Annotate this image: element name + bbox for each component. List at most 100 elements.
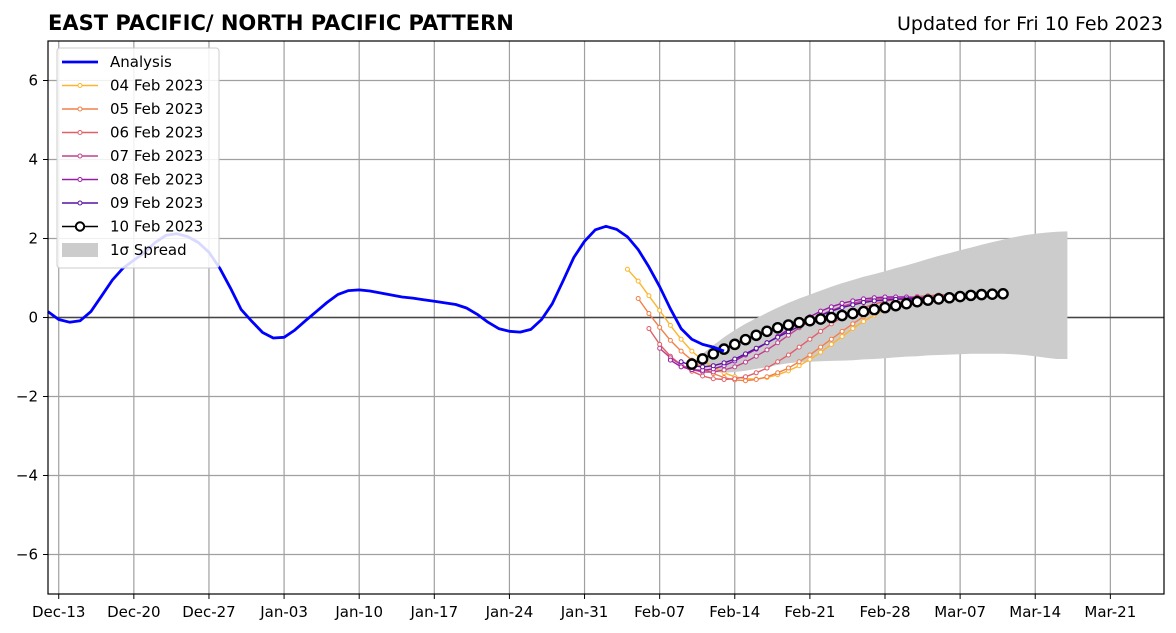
series-point <box>764 365 770 371</box>
legend-label: 04 Feb 2023 <box>110 77 203 95</box>
series-point <box>764 374 770 380</box>
series-point <box>624 266 630 272</box>
legend-label: 08 Feb 2023 <box>110 171 203 189</box>
x-tick-label: Jan-31 <box>560 603 609 621</box>
series-point <box>850 326 856 332</box>
series-point <box>932 293 945 305</box>
series-point <box>732 364 738 370</box>
series-point <box>879 301 891 314</box>
legend-entry: 07 Feb 2023 <box>62 147 203 165</box>
series-point <box>753 377 759 383</box>
series-point <box>922 294 934 306</box>
legend-marker <box>77 106 83 112</box>
series-point <box>785 365 791 371</box>
series-point <box>761 325 773 338</box>
legend-entry: 05 Feb 2023 <box>62 100 203 118</box>
y-tick-label: 4 <box>28 151 38 169</box>
legend-box <box>56 47 220 269</box>
series-point <box>850 298 856 304</box>
series-point <box>657 324 663 330</box>
series-point <box>657 341 663 347</box>
series-point <box>753 370 759 376</box>
series-point <box>743 374 748 380</box>
forecast-series-layer <box>624 266 1009 384</box>
series-point <box>678 359 684 365</box>
chart-title: EAST PACIFIC/ NORTH PACIFIC PATTERN <box>48 11 514 35</box>
y-tick-label: −2 <box>16 388 38 406</box>
series-point <box>678 336 684 342</box>
series-point <box>753 353 759 359</box>
series-point <box>775 340 781 346</box>
forecast-series <box>686 287 1009 370</box>
series-point <box>678 348 684 354</box>
series-point <box>667 357 673 363</box>
series-point <box>700 373 706 379</box>
legend-marker <box>74 221 86 232</box>
series-point <box>861 318 867 324</box>
legend-marker <box>77 200 83 206</box>
legend-marker <box>77 130 83 135</box>
x-tick-label: Jan-17 <box>409 603 458 621</box>
series-point <box>775 334 781 340</box>
series-point <box>825 311 838 324</box>
series-point <box>900 297 913 310</box>
legend-marker <box>77 177 83 182</box>
series-point <box>836 309 848 322</box>
series-point <box>839 333 845 339</box>
series-point <box>943 291 956 304</box>
series-point <box>839 305 845 311</box>
series-point <box>721 360 727 366</box>
series-point <box>796 363 802 369</box>
series-point <box>707 348 720 360</box>
series-point <box>771 321 784 334</box>
series-point <box>743 359 748 365</box>
x-tick-label: Jan-03 <box>259 603 308 621</box>
series-point <box>839 300 845 306</box>
series-point <box>871 298 877 304</box>
series-point <box>882 297 888 303</box>
legend-entry: 09 Feb 2023 <box>62 194 203 212</box>
axes: 6 4 2 0 −2 −4 −6 Dec-13 Dec-20 Dec-27 Jan-03 Jan-10… <box>16 40 1165 621</box>
legend: Analysis 04 Feb 2023 05 Feb 2023 06 Feb 202… <box>56 47 220 269</box>
legend-marker <box>77 83 83 88</box>
series-point <box>635 278 641 284</box>
series-point <box>818 349 824 355</box>
chart-subtitle: Updated for Fri 10 Feb 2023 <box>897 13 1163 35</box>
series-point <box>807 352 813 358</box>
series-point <box>975 288 988 301</box>
series-point <box>850 302 856 308</box>
x-tick-label: Jan-10 <box>334 603 383 621</box>
legend-label: 07 Feb 2023 <box>110 147 203 165</box>
series-point <box>721 377 727 383</box>
series-point <box>646 311 652 317</box>
x-tick-label: Feb-14 <box>709 603 760 621</box>
series-point <box>796 359 802 365</box>
x-tick-label: Feb-28 <box>859 603 910 621</box>
series-point <box>857 305 870 318</box>
x-tick-label: Dec-20 <box>107 603 161 621</box>
legend-entry: 08 Feb 2023 <box>62 171 203 189</box>
series-point <box>753 345 759 351</box>
series-point <box>911 295 923 308</box>
series-point <box>700 364 706 370</box>
series-point <box>764 340 770 346</box>
legend-label: 1σ Spread <box>110 241 187 259</box>
series-point <box>861 299 867 305</box>
series-point <box>764 347 770 353</box>
series-point <box>710 363 716 369</box>
series-point <box>743 351 748 357</box>
x-tick-label: Feb-21 <box>784 603 835 621</box>
series-point <box>796 344 802 350</box>
legend-entry: 06 Feb 2023 <box>62 124 203 142</box>
x-tick-label: Mar-14 <box>1009 603 1061 621</box>
series-point <box>689 348 695 354</box>
series-point <box>635 296 641 302</box>
legend-marker <box>77 153 83 159</box>
series-point <box>793 316 805 329</box>
x-tick-label: Dec-27 <box>182 603 236 621</box>
series-point <box>828 341 834 347</box>
series-point <box>646 293 652 299</box>
series-point <box>657 345 663 351</box>
x-tick-label: Jan-24 <box>485 603 534 621</box>
